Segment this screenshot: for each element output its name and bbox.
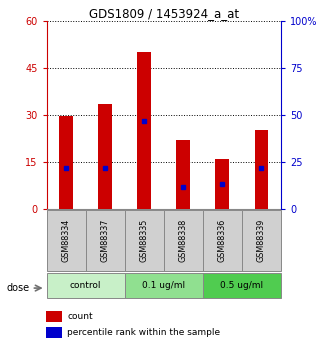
Text: 0.1 ug/ml: 0.1 ug/ml (142, 281, 185, 290)
FancyBboxPatch shape (242, 210, 281, 271)
Bar (255, 130, 268, 209)
Text: GSM88339: GSM88339 (257, 219, 266, 262)
Text: GSM88334: GSM88334 (62, 219, 71, 262)
Bar (98, 104, 112, 209)
FancyBboxPatch shape (203, 210, 242, 271)
Bar (46, 327, 62, 338)
FancyBboxPatch shape (86, 210, 125, 271)
FancyBboxPatch shape (47, 273, 125, 298)
Text: GSM88335: GSM88335 (140, 219, 149, 262)
Bar (177, 140, 190, 209)
Text: control: control (70, 281, 101, 290)
Bar (46, 310, 62, 322)
FancyBboxPatch shape (203, 273, 281, 298)
Text: GSM88338: GSM88338 (179, 219, 188, 262)
FancyBboxPatch shape (164, 210, 203, 271)
Text: 0.5 ug/ml: 0.5 ug/ml (220, 281, 264, 290)
Bar (137, 52, 151, 209)
Title: GDS1809 / 1453924_a_at: GDS1809 / 1453924_a_at (89, 7, 239, 20)
FancyBboxPatch shape (47, 210, 86, 271)
Bar (59, 116, 73, 209)
Text: percentile rank within the sample: percentile rank within the sample (67, 328, 221, 337)
Bar (215, 159, 229, 209)
Text: GSM88336: GSM88336 (218, 219, 227, 262)
Text: count: count (67, 312, 93, 321)
FancyBboxPatch shape (125, 210, 164, 271)
FancyBboxPatch shape (125, 273, 203, 298)
Text: dose: dose (6, 283, 30, 293)
Text: GSM88337: GSM88337 (100, 219, 110, 262)
